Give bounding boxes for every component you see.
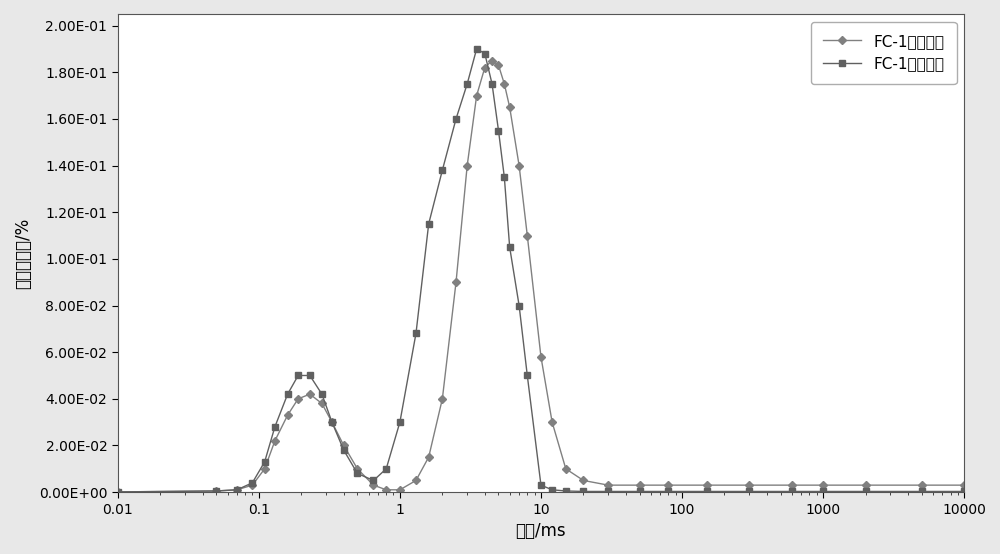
FC-1饱水状态 — [423, 454, 435, 460]
FC-1饱水状态 — [958, 482, 970, 489]
FC-1饱水状态 — [860, 482, 872, 489]
FC-1饱水状态 — [504, 104, 516, 111]
FC-1饱水状态 — [479, 64, 491, 71]
FC-1饱水状态 — [602, 482, 614, 489]
FC-1饱水状态 — [461, 162, 473, 169]
Y-axis label: 孔隙度分量/%: 孔隙度分量/% — [14, 217, 32, 289]
FC-1离心状态 — [112, 489, 124, 495]
FC-1饱水状态 — [394, 486, 406, 493]
FC-1饱水状态 — [916, 482, 928, 489]
FC-1离心状态 — [701, 488, 713, 495]
FC-1离心状态 — [486, 80, 498, 87]
FC-1饱水状态 — [471, 92, 483, 99]
FC-1饱水状态 — [786, 482, 798, 489]
FC-1饱水状态 — [560, 465, 572, 472]
FC-1离心状态 — [351, 470, 363, 477]
FC-1离心状态 — [916, 488, 928, 495]
FC-1饱水状态 — [521, 232, 533, 239]
FC-1离心状态 — [634, 488, 646, 495]
FC-1离心状态 — [546, 486, 558, 493]
FC-1饱水状态 — [492, 62, 504, 69]
FC-1离心状态 — [602, 488, 614, 495]
FC-1饱水状态 — [546, 419, 558, 425]
FC-1离心状态 — [577, 488, 589, 495]
FC-1饱水状态 — [817, 482, 829, 489]
FC-1饱水状态 — [634, 482, 646, 489]
Line: FC-1离心状态: FC-1离心状态 — [115, 46, 967, 495]
FC-1离心状态 — [521, 372, 533, 379]
FC-1离心状态 — [513, 302, 525, 309]
FC-1饱水状态 — [231, 486, 243, 493]
FC-1饱水状态 — [498, 80, 510, 87]
X-axis label: 时间/ms: 时间/ms — [516, 522, 566, 540]
FC-1离心状态 — [210, 488, 222, 494]
Line: FC-1饱水状态: FC-1饱水状态 — [115, 58, 967, 495]
FC-1饱水状态 — [701, 482, 713, 489]
FC-1饱水状态 — [246, 482, 258, 489]
FC-1离心状态 — [316, 391, 328, 397]
FC-1饱水状态 — [210, 488, 222, 494]
FC-1离心状态 — [958, 488, 970, 495]
FC-1饱水状态 — [513, 162, 525, 169]
FC-1离心状态 — [504, 244, 516, 250]
Legend: FC-1饱水状态, FC-1离心状态: FC-1饱水状态, FC-1离心状态 — [811, 22, 957, 84]
FC-1离心状态 — [461, 80, 473, 87]
FC-1离心状态 — [380, 465, 392, 472]
FC-1离心状态 — [338, 447, 350, 454]
FC-1离心状态 — [246, 479, 258, 486]
FC-1离心状态 — [436, 167, 448, 173]
FC-1离心状态 — [817, 488, 829, 495]
FC-1离心状态 — [786, 488, 798, 495]
FC-1离心状态 — [326, 419, 338, 425]
FC-1离心状态 — [479, 50, 491, 57]
FC-1离心状态 — [231, 486, 243, 493]
FC-1离心状态 — [492, 127, 504, 134]
FC-1离心状态 — [410, 330, 422, 337]
FC-1饱水状态 — [112, 489, 124, 495]
FC-1离心状态 — [282, 391, 294, 397]
FC-1饱水状态 — [304, 391, 316, 397]
FC-1饱水状态 — [436, 396, 448, 402]
FC-1饱水状态 — [662, 482, 674, 489]
FC-1饱水状态 — [577, 477, 589, 484]
FC-1饱水状态 — [450, 279, 462, 285]
FC-1饱水状态 — [351, 465, 363, 472]
FC-1离心状态 — [292, 372, 304, 379]
FC-1离心状态 — [367, 477, 379, 484]
FC-1离心状态 — [394, 419, 406, 425]
FC-1离心状态 — [535, 482, 547, 489]
FC-1饱水状态 — [410, 477, 422, 484]
FC-1离心状态 — [423, 220, 435, 227]
FC-1饱水状态 — [367, 482, 379, 489]
FC-1饱水状态 — [259, 465, 271, 472]
FC-1饱水状态 — [316, 400, 328, 407]
FC-1饱水状态 — [269, 438, 281, 444]
FC-1离心状态 — [304, 372, 316, 379]
FC-1饱水状态 — [338, 442, 350, 449]
FC-1离心状态 — [259, 459, 271, 465]
FC-1离心状态 — [662, 488, 674, 495]
FC-1饱水状态 — [326, 419, 338, 425]
FC-1离心状态 — [269, 423, 281, 430]
FC-1离心状态 — [450, 116, 462, 122]
FC-1饱水状态 — [743, 482, 755, 489]
FC-1饱水状态 — [535, 353, 547, 360]
FC-1饱水状态 — [282, 412, 294, 418]
FC-1离心状态 — [498, 174, 510, 181]
FC-1离心状态 — [471, 45, 483, 52]
FC-1饱水状态 — [380, 486, 392, 493]
FC-1饱水状态 — [292, 396, 304, 402]
FC-1离心状态 — [560, 488, 572, 494]
FC-1离心状态 — [860, 488, 872, 495]
FC-1离心状态 — [743, 488, 755, 495]
FC-1饱水状态 — [486, 57, 498, 64]
